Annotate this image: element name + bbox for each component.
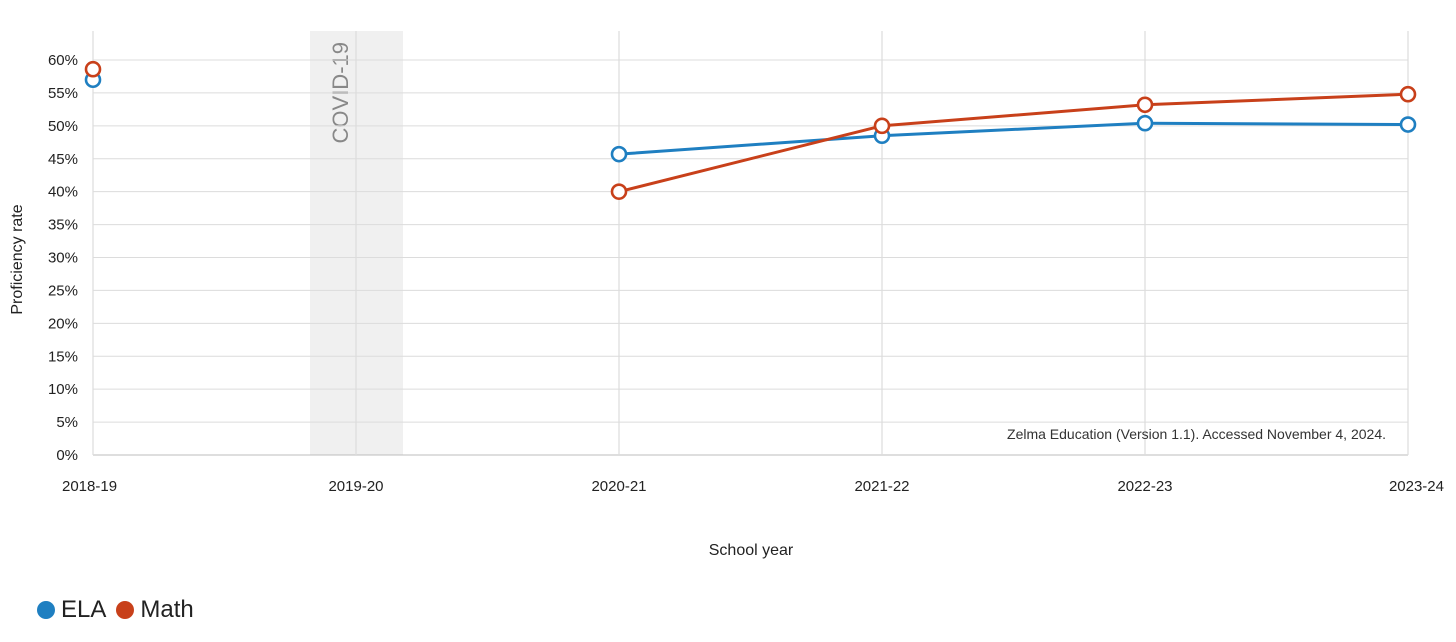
y-tick-label: 50% <box>48 118 78 135</box>
line-chart: COVID-19 0%5%10%15%20%25%30%35%40%45%50%… <box>9 31 1444 559</box>
data-point-math <box>610 183 628 200</box>
y-axis-title: Proficiency rate <box>9 204 26 314</box>
source-annotation: Zelma Education (Version 1.1). Accessed … <box>1007 426 1386 442</box>
y-tick-label: 10% <box>48 381 78 398</box>
legend-swatch-math <box>116 601 135 619</box>
gridlines <box>92 31 1409 456</box>
y-tick-label: 20% <box>48 315 78 332</box>
legend-item-math[interactable]: Math <box>116 596 194 624</box>
legend-swatch-ela <box>37 601 55 619</box>
x-tick-label: 2023-24 <box>1389 478 1444 495</box>
y-tick-label: 15% <box>48 348 78 365</box>
x-tick-label: 2021-22 <box>854 478 909 495</box>
series-line-math <box>880 103 1147 128</box>
x-axis-ticks: 2018-19 2019-20 2020-21 2021-22 2022-23 2023-… <box>62 478 1444 495</box>
x-tick-label: 2020-21 <box>591 478 646 495</box>
series-line-math <box>1143 92 1410 107</box>
y-tick-label: 30% <box>48 250 78 267</box>
x-tick-label: 2022-23 <box>1117 478 1172 495</box>
y-axis-ticks: 0% 5% 10% 15% 20% 25% 30% 35% 40% 45% 50% 55% 60% <box>48 52 78 464</box>
x-tick-label: 2018-19 <box>62 478 117 495</box>
y-tick-label: 35% <box>48 217 78 234</box>
y-tick-label: 25% <box>48 282 78 299</box>
y-tick-label: 45% <box>48 151 78 168</box>
legend-label-ela: ELA <box>61 596 107 623</box>
series-line-math <box>617 124 884 194</box>
data-point-math <box>84 60 102 78</box>
y-tick-label: 40% <box>48 184 78 201</box>
data-point-math <box>873 117 891 135</box>
series-line-ela <box>1143 121 1410 127</box>
y-tick-label: 0% <box>56 447 78 464</box>
series-line-ela <box>617 134 884 156</box>
legend: ELA Math <box>37 596 194 624</box>
data-point-ela <box>1136 114 1154 132</box>
series-lines <box>84 60 1417 200</box>
data-point-ela <box>610 145 628 163</box>
y-tick-label: 55% <box>48 85 78 102</box>
legend-item-ela[interactable]: ELA <box>37 596 106 624</box>
y-tick-label: 5% <box>56 414 78 431</box>
x-tick-label: 2019-20 <box>328 478 383 495</box>
data-point-ela <box>1399 116 1417 133</box>
legend-label-math: Math <box>140 596 194 623</box>
x-axis-title: School year <box>709 542 794 559</box>
y-tick-label: 60% <box>48 52 78 69</box>
data-point-math <box>1136 96 1154 114</box>
series-line-ela <box>880 121 1147 138</box>
data-point-math <box>1399 85 1417 103</box>
